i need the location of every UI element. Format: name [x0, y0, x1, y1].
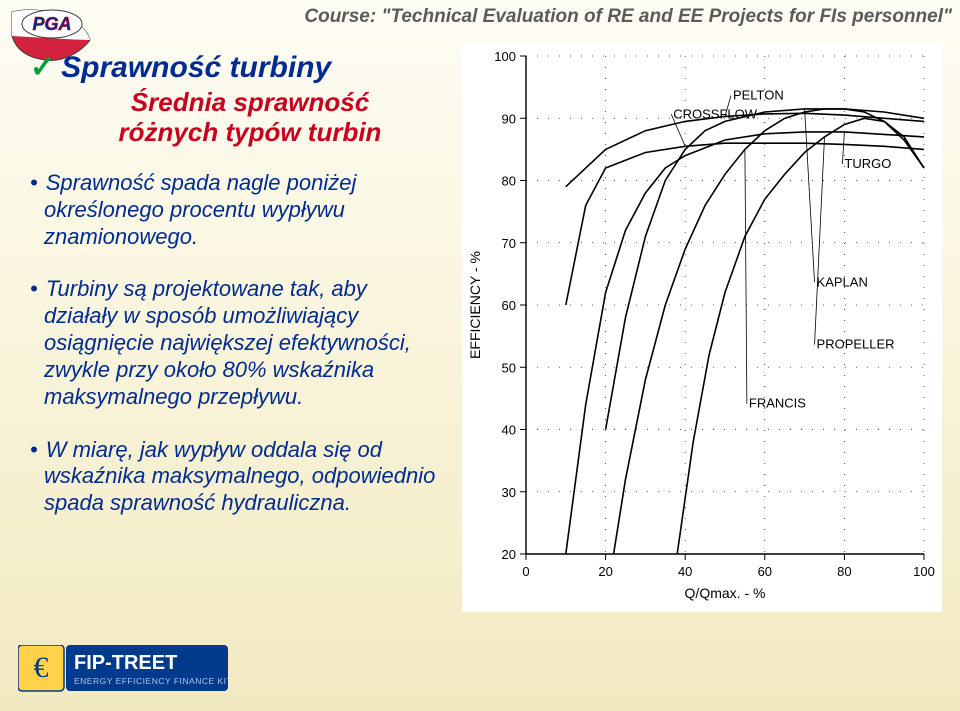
svg-text:FRANCIS: FRANCIS	[749, 396, 806, 411]
svg-text:PROPELLER: PROPELLER	[817, 337, 895, 352]
svg-text:60: 60	[502, 298, 516, 313]
svg-text:70: 70	[502, 236, 516, 251]
list-item: Sprawność spada nagle poniżej określoneg…	[30, 170, 440, 250]
bullet-list: Sprawność spada nagle poniżej określoneg…	[30, 170, 440, 543]
fip-treet-logo: € FIP-TREET ENERGY EFFICIENCY FINANCE KI…	[18, 645, 228, 699]
svg-text:40: 40	[502, 423, 516, 438]
svg-text:EFFICIENCY - %: EFFICIENCY - %	[467, 251, 483, 359]
check-icon: ✓	[30, 51, 55, 84]
pga-logo-text: PGA	[32, 14, 71, 34]
svg-text:0: 0	[522, 564, 529, 579]
svg-text:20: 20	[598, 564, 612, 579]
svg-text:TURGO: TURGO	[844, 156, 891, 171]
course-header: Course: "Technical Evaluation of RE and …	[280, 6, 952, 28]
svg-text:Q/Qmax. - %: Q/Qmax. - %	[685, 585, 766, 601]
svg-text:80: 80	[837, 564, 851, 579]
svg-text:50: 50	[502, 360, 516, 375]
svg-text:KAPLAN: KAPLAN	[817, 274, 868, 289]
svg-text:40: 40	[678, 564, 692, 579]
svg-text:100: 100	[913, 564, 935, 579]
svg-text:20: 20	[502, 547, 516, 562]
list-item: W miarę, jak wypływ oddala się od wskaźn…	[30, 437, 440, 517]
efficiency-chart: 0 20 40 60 80 100 20 30 40 50 60 70 80 90 100 Q/Qmax. -…	[462, 42, 942, 612]
svg-text:CROSSFLOW: CROSSFLOW	[673, 106, 758, 121]
fip-brand: FIP-TREET	[74, 652, 177, 674]
title-text: Sprawność turbiny	[61, 51, 331, 84]
svg-text:30: 30	[502, 485, 516, 500]
slide-subtitle: Średnia sprawność różnych typów turbin	[80, 88, 420, 148]
euro-icon: €	[34, 651, 49, 684]
svg-text:90: 90	[502, 111, 516, 126]
svg-text:PELTON: PELTON	[733, 88, 784, 103]
slide-title: ✓Sprawność turbiny	[30, 50, 331, 85]
list-item: Turbiny są projektowane tak, aby działał…	[30, 276, 440, 410]
svg-text:80: 80	[502, 174, 516, 189]
svg-text:100: 100	[494, 49, 516, 64]
svg-text:60: 60	[758, 564, 772, 579]
fip-sub: ENERGY EFFICIENCY FINANCE KIT	[74, 676, 228, 686]
